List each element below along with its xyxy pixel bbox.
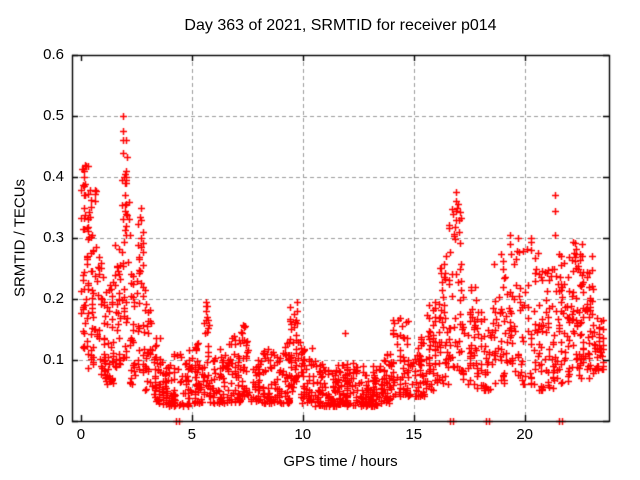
chart-title: Day 363 of 2021, SRMTID for receiver p01… [184,17,497,34]
y-tick-label: 0.3 [43,229,64,246]
x-tick-label: 20 [516,426,534,443]
x-tick-label: 10 [294,426,312,443]
x-tick-label: 0 [76,426,86,443]
y-tick-label: 0.5 [43,107,64,124]
y-tick-label: 0.2 [43,290,64,307]
y-tick-label: 0 [55,412,64,429]
x-tick-label: 5 [187,426,196,443]
y-tick-label: 0.6 [43,46,64,63]
x-axis-label: GPS time / hours [283,453,398,470]
y-tick-label: 0.1 [43,351,64,368]
x-tick-label: 15 [405,426,423,443]
y-tick-label: 0.4 [43,168,64,185]
